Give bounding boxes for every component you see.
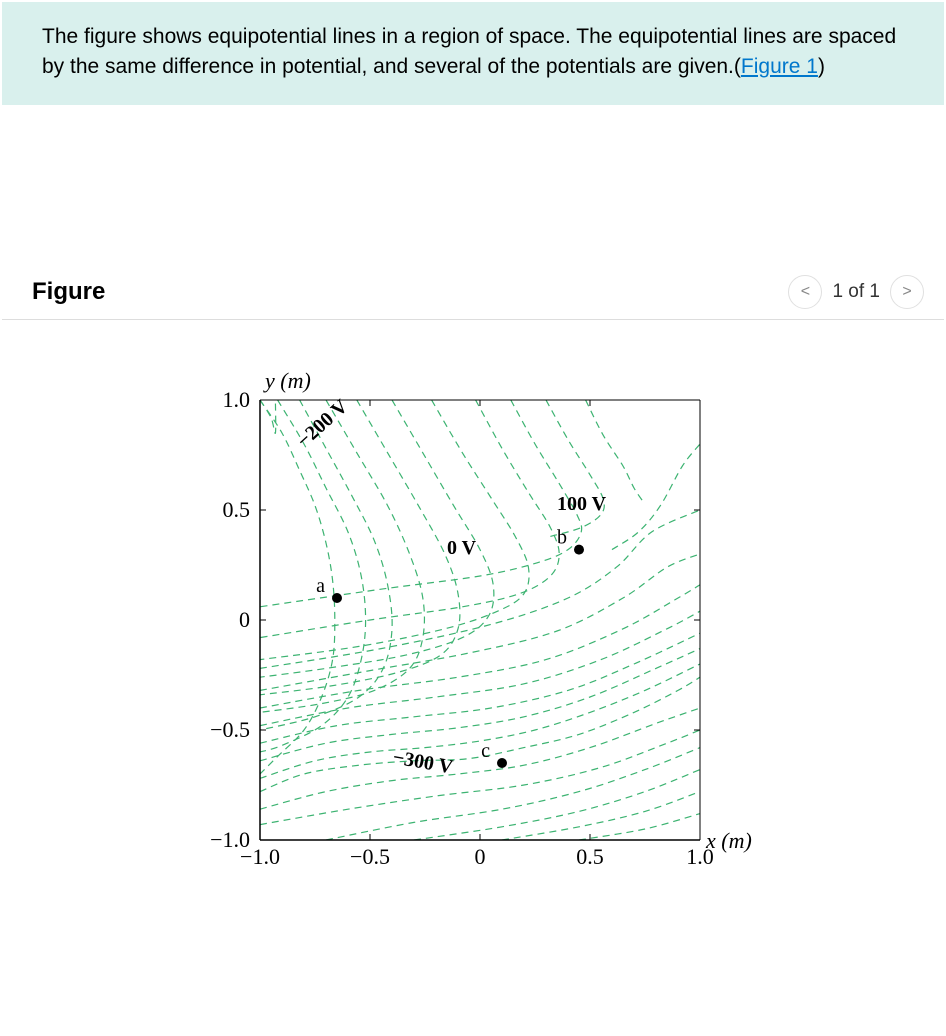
figure-header: Figure < 1 of 1 > — [2, 275, 944, 320]
point-label-a: a — [316, 575, 325, 597]
figure-title: Figure — [32, 278, 105, 306]
point-label-c: c — [481, 740, 490, 762]
chart-svg: −1.0−0.500.51.0−1.0−0.500.51.0y (m)x (m)… — [200, 360, 760, 920]
x-axis-label: x (m) — [705, 828, 752, 853]
x-tick-label: 0.5 — [576, 844, 604, 869]
equipotential-chart: −1.0−0.500.51.0−1.0−0.500.51.0y (m)x (m)… — [200, 360, 760, 920]
prev-figure-button[interactable]: < — [788, 275, 822, 309]
next-figure-button[interactable]: > — [890, 275, 924, 309]
question-panel: The figure shows equipotential lines in … — [2, 2, 944, 105]
y-tick-label: 1.0 — [223, 387, 251, 412]
point-a — [332, 593, 342, 603]
y-tick-label: −1.0 — [210, 827, 250, 852]
figure-link[interactable]: Figure 1 — [741, 55, 818, 78]
figure-counter: 1 of 1 — [832, 281, 880, 303]
point-label-b: b — [557, 526, 567, 548]
x-tick-label: −0.5 — [350, 844, 390, 869]
y-tick-label: 0.5 — [223, 497, 251, 522]
y-tick-label: 0 — [239, 607, 250, 632]
point-b — [574, 544, 584, 554]
question-text-after: ) — [818, 55, 825, 78]
point-c — [497, 758, 507, 768]
y-axis-label: y (m) — [263, 368, 311, 393]
contour-label: 0 V — [447, 537, 477, 559]
x-tick-label: 0 — [475, 844, 486, 869]
contour-label: 100 V — [557, 493, 607, 515]
figure-nav: < 1 of 1 > — [788, 275, 924, 309]
y-tick-label: −0.5 — [210, 717, 250, 742]
